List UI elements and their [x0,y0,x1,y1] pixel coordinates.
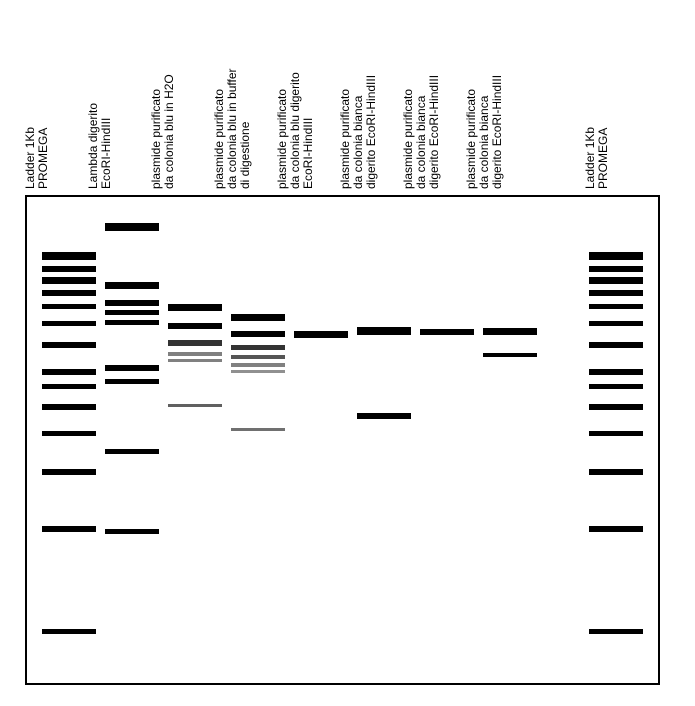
lane-labels-area: Ladder 1KbPROMEGALambda digeritoEcoRI-Hi… [0,0,695,195]
gel-band [105,365,159,371]
gel-band [168,352,222,356]
gel-band [42,469,96,475]
lane-label: digerito EcoRI-HindIII [428,75,441,189]
gel-band [231,370,285,373]
gel-band [420,329,474,335]
gel-band [357,413,411,419]
lane-label: EcoRI-HindIII [302,118,315,189]
lane-label: PROMEGA [37,128,50,189]
gel-band [42,526,96,532]
gel-band [231,428,285,431]
gel-band [168,340,222,346]
gel-band [42,252,96,260]
gel-band [105,223,159,231]
gel-band [168,404,222,407]
gel-band [231,314,285,321]
gel-electrophoresis-figure: Ladder 1KbPROMEGALambda digeritoEcoRI-Hi… [0,0,695,706]
gel-band [231,355,285,359]
gel-lanes-area [27,197,658,683]
gel-band [589,469,643,475]
gel-band [168,359,222,362]
gel-band [589,277,643,284]
gel-band [42,369,96,375]
gel-band [231,345,285,350]
lane-label: digerito EcoRI-HindIII [491,75,504,189]
gel-band [589,342,643,348]
gel-band [589,266,643,272]
gel-band [589,384,643,389]
gel-band [42,342,96,348]
gel-band [589,304,643,309]
gel-band [42,321,96,326]
gel-band [42,404,96,410]
gel-band [105,282,159,289]
lane-label: EcoRI-HindIII [100,118,113,189]
gel-band [589,431,643,436]
gel-band [589,290,643,296]
gel-band [589,321,643,326]
gel-band [589,404,643,410]
gel-band [231,363,285,367]
gel-band [589,369,643,375]
gel-band [42,384,96,389]
lane-label: di digestione [239,122,252,189]
gel-band [483,328,537,335]
gel-band [42,290,96,296]
gel-band [168,323,222,329]
lane-label: da colonia blu in H2O [163,74,176,189]
gel-band [42,629,96,634]
gel-band [42,266,96,272]
gel-band [42,304,96,309]
lane-label: digerito EcoRI-HindIII [365,75,378,189]
gel-band [294,331,348,338]
gel-band [589,252,643,260]
gel-band [168,304,222,311]
gel-frame [25,195,660,685]
gel-band [42,277,96,284]
gel-band [105,529,159,534]
gel-band [105,379,159,384]
gel-band [589,629,643,634]
gel-band [105,310,159,315]
gel-band [105,449,159,454]
gel-band [42,431,96,436]
lane-label: PROMEGA [597,128,610,189]
gel-band [231,331,285,337]
gel-band [483,353,537,357]
gel-band [105,320,159,325]
gel-band [589,526,643,532]
gel-band [357,327,411,335]
gel-band [105,300,159,306]
